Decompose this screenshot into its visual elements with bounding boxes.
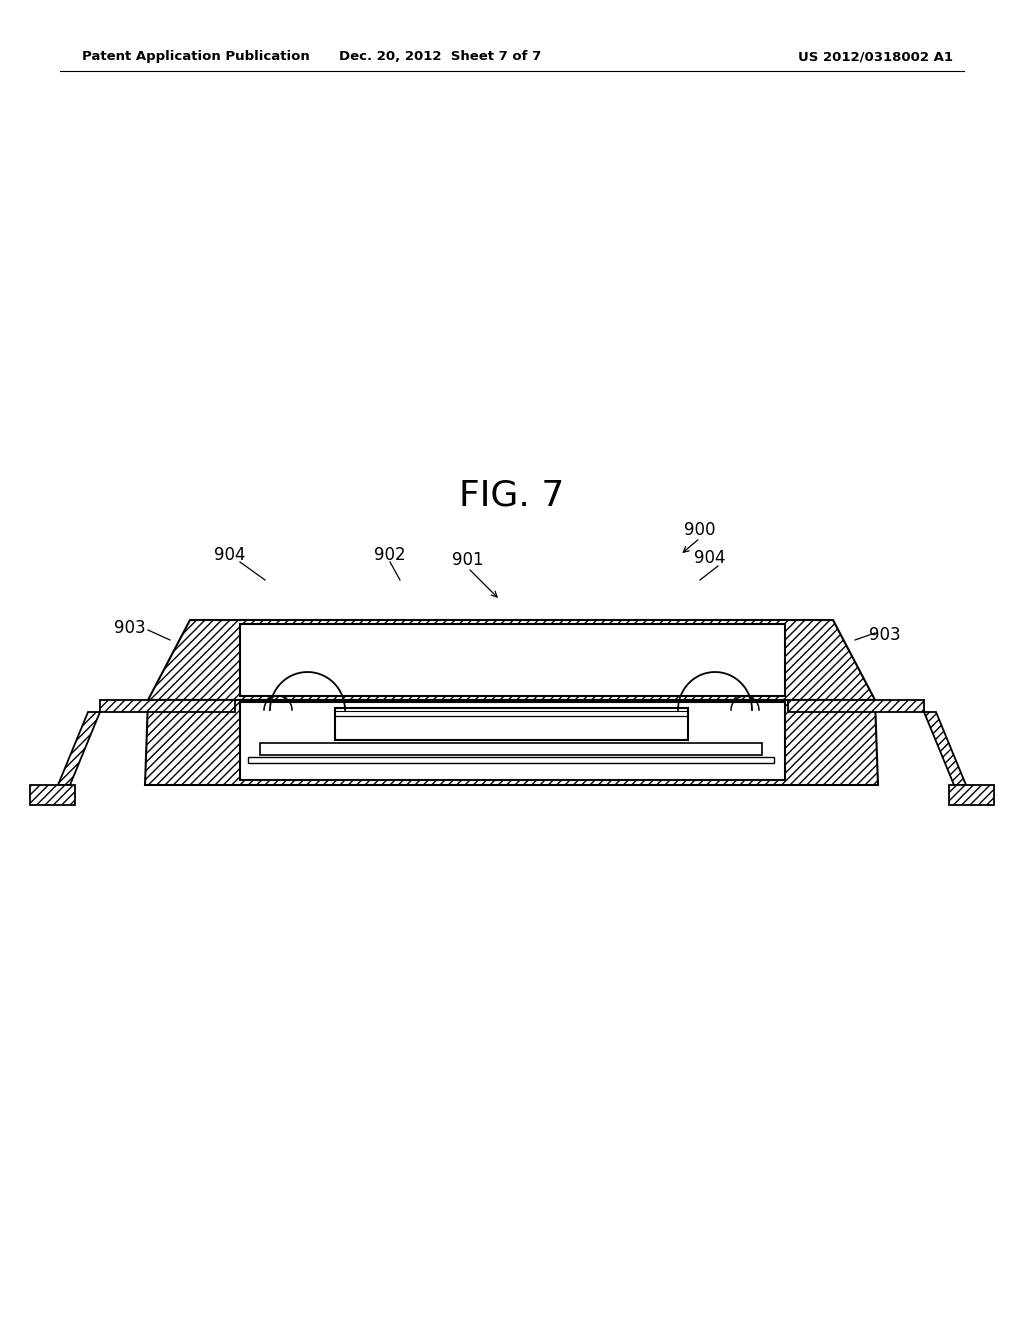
Polygon shape: [248, 756, 774, 763]
Text: 903: 903: [869, 626, 901, 644]
Polygon shape: [58, 711, 100, 785]
Polygon shape: [335, 708, 688, 741]
Polygon shape: [148, 620, 874, 700]
Polygon shape: [30, 785, 75, 805]
Text: 904: 904: [214, 546, 246, 564]
Text: FIG. 7: FIG. 7: [460, 478, 564, 512]
Text: 904: 904: [694, 549, 726, 568]
Text: 900: 900: [684, 521, 716, 539]
Polygon shape: [145, 700, 878, 785]
Polygon shape: [240, 702, 785, 780]
Text: 901: 901: [453, 550, 483, 569]
Text: Patent Application Publication: Patent Application Publication: [82, 50, 309, 63]
Polygon shape: [924, 711, 966, 785]
Text: 902: 902: [374, 546, 406, 564]
Polygon shape: [240, 624, 785, 696]
Polygon shape: [949, 785, 994, 805]
Text: US 2012/0318002 A1: US 2012/0318002 A1: [798, 50, 953, 63]
Polygon shape: [788, 700, 924, 711]
Polygon shape: [260, 743, 762, 755]
Text: Dec. 20, 2012  Sheet 7 of 7: Dec. 20, 2012 Sheet 7 of 7: [339, 50, 542, 63]
Text: 903: 903: [115, 619, 145, 638]
Polygon shape: [100, 700, 234, 711]
